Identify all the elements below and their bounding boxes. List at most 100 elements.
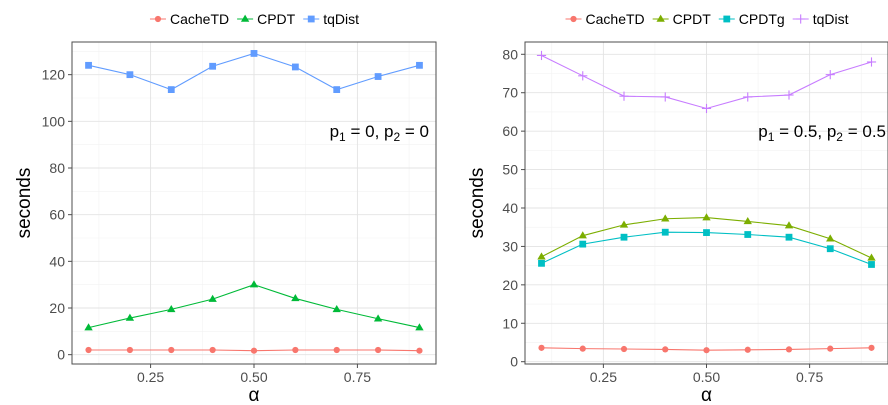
data-point-cpdtg [826, 245, 834, 253]
data-point-cachetd [333, 346, 340, 354]
y-tick-label: 80 [502, 46, 518, 62]
legend-key-cachetd [565, 15, 582, 23]
legend-key-tqdist [303, 15, 320, 23]
annotation-subscript: 2 [393, 130, 400, 144]
y-tick-label: 80 [49, 160, 65, 176]
data-point-cachetd [662, 346, 669, 353]
data-point-tqdist [619, 91, 629, 101]
data-point-cpdt [661, 214, 670, 222]
y-tick-label: 0 [57, 347, 65, 363]
data-point-cachetd [703, 347, 710, 354]
data-point-cpdtg [620, 233, 628, 241]
series-cachetd [538, 344, 875, 354]
data-point-tqdist [291, 63, 299, 71]
legend-label-cachetd: CacheTD [586, 11, 645, 27]
data-point-cpdt [826, 234, 835, 242]
data-point-cachetd [126, 346, 134, 354]
data-point-cachetd [744, 346, 751, 353]
data-point-cpdtg [538, 259, 545, 267]
data-point-cachetd [374, 346, 382, 354]
data-point-cpdt [332, 305, 341, 313]
data-point-cpdtg [703, 229, 710, 236]
y-tick-label: 0 [510, 354, 518, 370]
data-point-cpdt [291, 294, 300, 302]
y-tick-label: 30 [502, 238, 518, 254]
y-tick-label: 20 [49, 300, 65, 316]
data-point-cpdt [867, 253, 876, 261]
data-point-cpdt [167, 305, 176, 313]
legend-key-tqdist [792, 14, 809, 24]
y-axis-label: seconds [14, 168, 35, 239]
legend-key-marker [154, 15, 162, 23]
series-tqdist [536, 50, 877, 114]
legend-key-cpdtg [718, 15, 735, 23]
chart-right: 0.25 0.50 0.75 0 10 20 30 40 50 60 70 80 α seconds p1 … [467, 11, 888, 405]
x-axis-label: α [701, 385, 712, 405]
data-point-cpdt [415, 323, 424, 331]
data-point-tqdist [701, 103, 712, 114]
data-point-tqdist [866, 57, 877, 67]
y-tick-label: 60 [49, 207, 65, 223]
legend-key-marker [570, 15, 577, 23]
legend-key-cpdt [237, 14, 254, 22]
y-tick-label: 100 [42, 113, 66, 129]
data-point-cpdt [619, 220, 629, 228]
y-tick-label: 10 [502, 315, 518, 331]
y-axis-label: seconds [467, 168, 488, 239]
data-point-cachetd [785, 346, 793, 353]
data-point-cpdt [537, 252, 546, 260]
data-point-cachetd [868, 344, 875, 351]
annotation-text: p [758, 122, 767, 141]
series-cpdtg [538, 228, 875, 268]
legend: CacheTD CPDT CPDTg tqDist [565, 11, 849, 27]
legend-key-marker [796, 14, 806, 24]
data-point-tqdist [825, 70, 835, 80]
y-tick-label: 60 [502, 123, 518, 139]
data-point-tqdist [85, 61, 92, 69]
legend-key-marker [723, 15, 731, 23]
data-point-cachetd [168, 346, 175, 354]
annotation-subscript: 2 [836, 130, 843, 144]
series-cpdt [84, 280, 424, 331]
x-axis-label: α [249, 385, 260, 405]
data-point-cpdt [578, 231, 587, 239]
legend: CacheTD CPDT tqDist [149, 11, 359, 27]
legend-key-marker [307, 15, 315, 23]
legend-key-cpdt [652, 14, 669, 22]
data-point-cpdtg [579, 240, 587, 248]
data-point-tqdist [126, 71, 134, 79]
series-cpdt [537, 213, 876, 261]
data-point-cpdt [743, 217, 752, 225]
data-point-cpdt [208, 294, 217, 302]
x-tick-label: 0.50 [693, 369, 720, 385]
data-point-cpdt [784, 221, 794, 229]
annotation-subscript: 1 [339, 130, 346, 144]
data-point-tqdist [660, 92, 670, 102]
data-point-tqdist [333, 86, 341, 93]
annotation-subscript: 1 [768, 130, 775, 144]
legend-label-cachetd: CacheTD [170, 11, 229, 27]
data-point-tqdist [536, 50, 547, 61]
data-point-tqdist [167, 86, 175, 93]
legend-key-marker [240, 14, 250, 22]
data-point-cpdt [373, 314, 383, 322]
data-point-cpdtg [785, 233, 793, 241]
y-tick-label: 70 [502, 85, 518, 101]
data-point-cachetd [416, 347, 423, 354]
annotation-text: = 0.5 [843, 122, 886, 141]
legend-label-cpdtg: CPDTg [739, 11, 785, 27]
data-point-tqdist [209, 62, 217, 70]
x-tick-label: 0.25 [137, 369, 164, 385]
series-cachetd [85, 346, 423, 354]
y-tick-label: 120 [42, 67, 66, 83]
legend-label-tqdist: tqDist [813, 11, 849, 27]
annotation-label: p1 = 0, p2 = 0 [330, 122, 429, 144]
legend-label-cpdt: CPDT [257, 11, 296, 27]
data-point-cpdt [249, 280, 259, 288]
data-point-tqdist [416, 61, 423, 69]
y-tick-label: 50 [502, 162, 518, 178]
x-tick-label: 0.25 [590, 369, 617, 385]
data-point-cpdtg [744, 231, 752, 238]
data-point-tqdist [578, 71, 588, 81]
